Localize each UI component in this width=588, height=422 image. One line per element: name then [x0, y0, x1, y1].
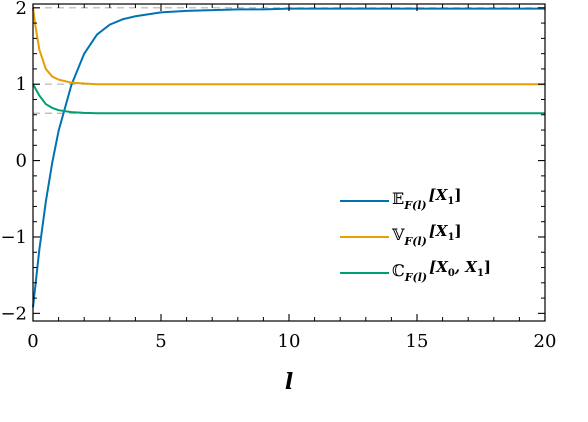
y-tick-labels: −2 −1 0 1 2	[0, 0, 27, 324]
y-tick-label: 2	[16, 0, 27, 19]
series-group	[32, 7, 545, 308]
x-tick-label: 15	[406, 331, 429, 352]
y-tick-label: −2	[0, 303, 27, 324]
y-tick-label: −1	[0, 227, 27, 248]
x-tick-label: 20	[534, 331, 557, 352]
series-line-0	[32, 7, 545, 308]
legend-label-1: 𝕍F(l)[X1]	[391, 222, 462, 248]
axis-ticks	[32, 4, 546, 321]
legend-label-2: ℂF(l)[X0, X1]	[392, 258, 491, 284]
x-tick-label: 10	[278, 331, 301, 352]
x-tick-label: 0	[27, 331, 38, 352]
x-tick-labels: 0 5 10 15 20	[27, 331, 556, 352]
legend: 𝔼F(l)[X1] 𝕍F(l)[X1] ℂF(l)[X0, X1]	[340, 186, 491, 284]
x-tick-label: 5	[155, 331, 166, 352]
x-axis-label: l	[285, 369, 293, 395]
series-line-2	[32, 83, 545, 115]
y-tick-label: 1	[16, 74, 27, 95]
series-line-1	[32, 7, 545, 86]
legend-label-0: 𝔼F(l)[X1]	[392, 186, 461, 212]
y-tick-label: 0	[16, 151, 27, 172]
